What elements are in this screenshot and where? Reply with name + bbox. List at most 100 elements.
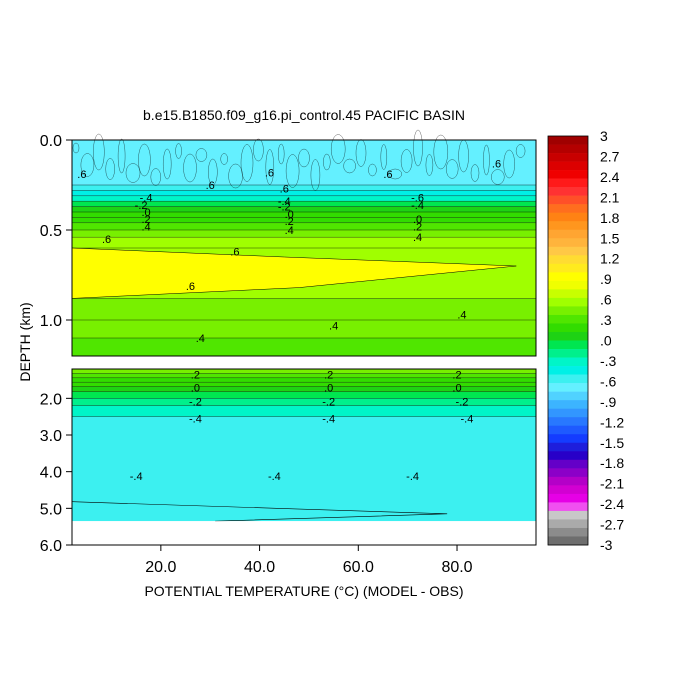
surface-contour: [380, 144, 388, 170]
contour-label: .4: [141, 221, 150, 233]
colorbar-bin: [548, 408, 588, 418]
surface-contour: [105, 158, 115, 180]
contour-label: -.4: [411, 200, 424, 212]
filled-band: [72, 382, 536, 387]
contour-label: .6: [102, 234, 111, 246]
contour-label: .6: [280, 184, 289, 196]
surface-contour: [483, 144, 490, 176]
x-tick-label: 60.0: [343, 559, 374, 576]
surface-contour: [220, 153, 228, 165]
chart-title: b.e15.B1850.f09_g16.pi_control.45 PACIFI…: [143, 107, 465, 123]
contour-label: -.4: [130, 471, 143, 483]
filled-band: [72, 369, 536, 374]
contour-label: -.4: [460, 414, 473, 426]
contour-label: .2: [413, 221, 422, 233]
filled-band: [72, 377, 536, 383]
surface-contour: [183, 153, 197, 183]
y-tick-label: 0.5: [40, 223, 62, 240]
filled-band: [72, 190, 536, 196]
x-tick-label: 40.0: [244, 559, 275, 576]
surface-contour: [503, 149, 515, 179]
surface-contour: [208, 158, 218, 186]
colorbar-bin: [548, 331, 588, 341]
contour-label: .4: [196, 333, 205, 345]
colorbar-bin: [548, 442, 588, 452]
colorbar-bin: [548, 451, 588, 461]
colorbar-bin: [548, 485, 588, 495]
colorbar-bin: [548, 221, 588, 231]
contour-label: -.4: [140, 193, 153, 205]
colorbar-label: -2.4: [600, 496, 624, 512]
surface-contour: [72, 142, 80, 154]
colorbar-label: -1.5: [600, 435, 624, 451]
colorbar-label: -.3: [600, 353, 617, 369]
colorbar-bin: [548, 144, 588, 154]
filled-band: [72, 416, 536, 522]
surface-contour: [253, 138, 264, 162]
y-tick-label: 5.0: [40, 501, 62, 518]
colorbar-bin: [548, 468, 588, 478]
y-tick-label: 2.0: [40, 391, 62, 408]
colorbar-bin: [548, 527, 588, 537]
contour-label: .6: [383, 169, 392, 181]
x-tick-label: 20.0: [145, 559, 176, 576]
colorbar-bin: [548, 357, 588, 367]
surface-contour: [162, 148, 172, 180]
contour-label: .0: [452, 382, 461, 394]
colorbar-bin: [548, 238, 588, 248]
colorbar-label: -2.7: [600, 517, 624, 533]
surface-contour: [80, 153, 95, 177]
colorbar-label: 2.1: [600, 189, 620, 205]
contour-label: .6: [492, 158, 501, 170]
contour-label: .2: [191, 370, 200, 382]
filled-band: [72, 405, 536, 417]
colorbar-label: .9: [600, 271, 612, 287]
colorbar-label: .0: [600, 333, 612, 349]
surface-contour: [470, 164, 480, 182]
colorbar-bin: [548, 374, 588, 384]
colorbar-bin: [548, 297, 588, 307]
contour-label: .2: [452, 370, 461, 382]
y-tick-label: 3.0: [40, 428, 62, 445]
contour-label: .4: [457, 310, 466, 322]
contour-label: -.4: [406, 471, 419, 483]
colorbar-label: -2.1: [600, 476, 624, 492]
colorbar-bin: [548, 306, 588, 316]
colorbar-bin: [548, 161, 588, 171]
surface-contour: [298, 148, 310, 168]
y-tick-label: 4.0: [40, 465, 62, 482]
contour-label: -.4: [322, 414, 335, 426]
contour-label: .6: [77, 169, 86, 181]
colorbar-bin: [548, 536, 588, 546]
colorbar-bin: [548, 502, 588, 512]
contour-label: .0: [285, 209, 294, 221]
y-tick-label: 0.0: [40, 133, 62, 150]
lower-panel: .2.0-.2-.4.2.0-.2-.4.2.0-.2-.4-.4 -.4 -.4: [71, 368, 537, 546]
colorbar-bin: [548, 400, 588, 409]
surface-contour: [515, 144, 526, 158]
contour-label: -.2: [278, 202, 291, 214]
surface-contour: [93, 133, 105, 171]
colorbar-bin: [548, 323, 588, 333]
colorbar-bin: [548, 153, 588, 162]
filled-band: [72, 195, 536, 202]
contour-label: .2: [324, 370, 333, 382]
surface-contour: [240, 144, 254, 182]
colorbar-bin: [548, 195, 588, 205]
surface-contour: [330, 134, 346, 164]
surface-contour: [433, 134, 449, 170]
colorbar-label: .6: [600, 292, 612, 308]
surface-contour: [491, 169, 505, 185]
surface-contour: [400, 149, 413, 173]
filled-band: [72, 140, 536, 185]
colorbar-bin: [548, 417, 588, 427]
colorbar-bin: [548, 434, 588, 444]
filled-band: [72, 185, 536, 191]
filled-band: [72, 338, 536, 356]
contour-label: -.4: [268, 471, 281, 483]
y-axis-title: DEPTH (km): [17, 302, 33, 381]
contour-label: -.4: [189, 414, 202, 426]
colorbar-bin: [548, 187, 588, 196]
surface-contour: [388, 168, 402, 180]
colorbar-bin: [548, 255, 588, 265]
